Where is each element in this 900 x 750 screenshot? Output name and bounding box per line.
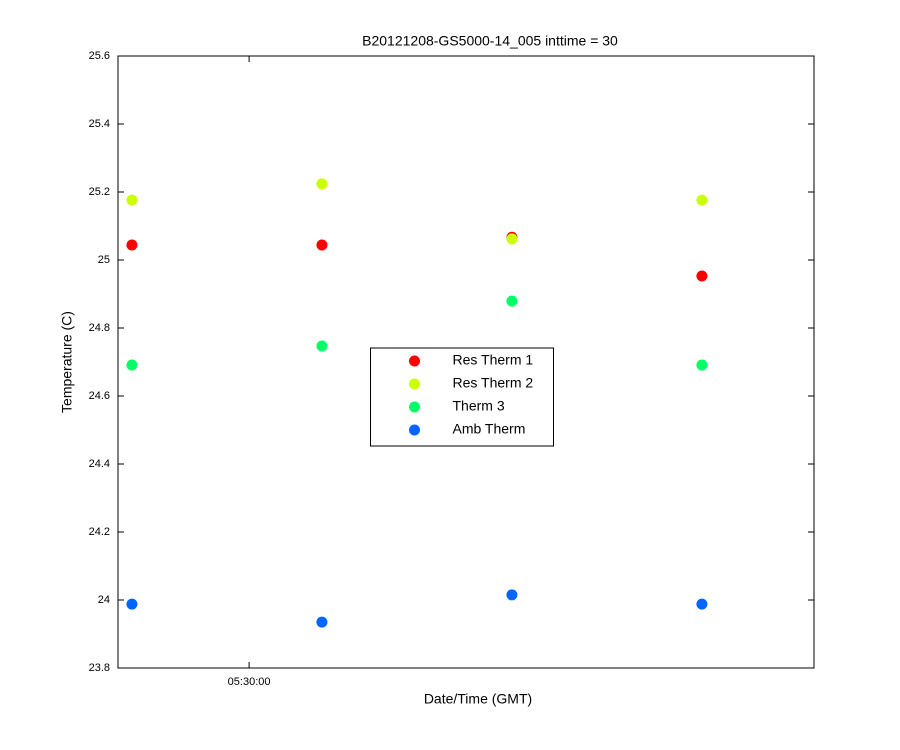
data-point — [316, 239, 328, 251]
legend-marker — [409, 424, 420, 436]
legend-box — [370, 347, 554, 447]
data-point — [316, 178, 328, 190]
data-point — [696, 359, 708, 371]
y-tick-label: 25.4 — [89, 118, 110, 130]
y-tick-label: 23.8 — [89, 662, 110, 674]
data-point — [126, 598, 138, 610]
data-point — [126, 239, 138, 251]
y-tick-label: 24.6 — [89, 390, 110, 402]
data-point — [316, 616, 328, 628]
legend-label: Res Therm 1 — [453, 352, 534, 368]
data-point — [316, 340, 328, 352]
legend-label: Therm 3 — [453, 398, 505, 414]
legend-marker — [409, 401, 420, 413]
data-point — [126, 359, 138, 371]
x-tick-label: 05:30:00 — [228, 676, 271, 688]
y-tick-label: 25.2 — [89, 186, 110, 198]
data-point — [696, 194, 708, 206]
y-tick-label: 24.4 — [89, 458, 110, 470]
data-point — [506, 295, 518, 307]
x-axis-label: Date/Time (GMT) — [424, 691, 532, 707]
data-point — [126, 194, 138, 206]
legend-label: Res Therm 2 — [453, 375, 534, 391]
y-axis-label: Temperature (C) — [59, 311, 75, 413]
data-point — [696, 270, 708, 282]
data-point — [506, 233, 518, 245]
y-tick-label: 24.8 — [89, 322, 110, 334]
y-tick-label: 24 — [98, 594, 110, 606]
data-point — [506, 589, 518, 601]
y-tick-label: 25.6 — [89, 50, 110, 62]
legend-label: Amb Therm — [453, 421, 526, 437]
y-tick-label: 24.2 — [89, 526, 110, 538]
data-point — [696, 598, 708, 610]
legend-marker — [409, 378, 420, 390]
legend-marker — [409, 355, 420, 367]
y-tick-label: 25 — [98, 254, 110, 266]
chart-title: B20121208-GS5000-14_005 inttime = 30 — [362, 33, 618, 49]
